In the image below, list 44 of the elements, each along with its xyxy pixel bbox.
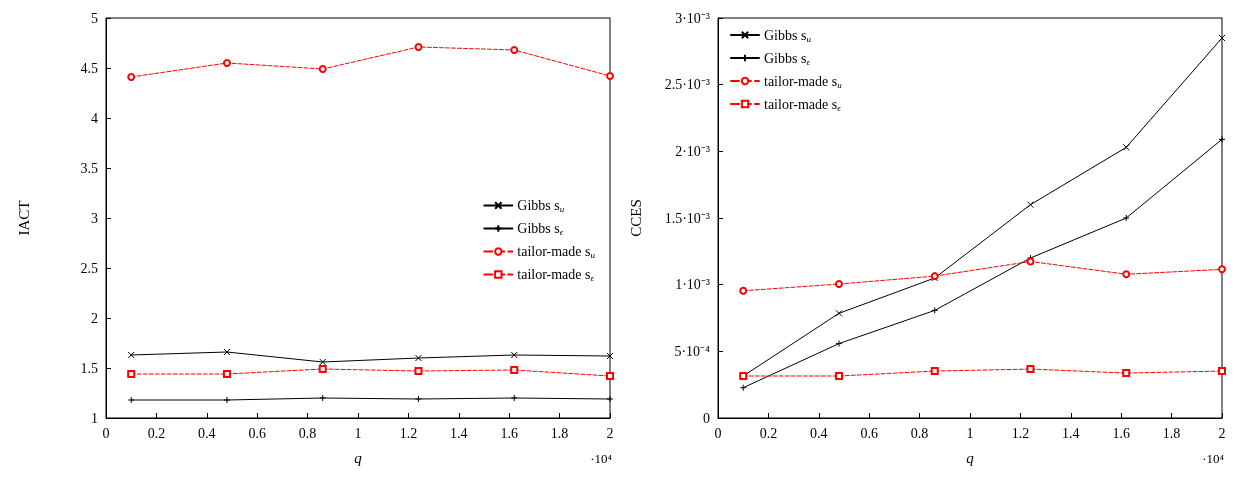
x-tick-label: 1 — [966, 425, 974, 441]
x-tick-label: 1.4 — [450, 425, 468, 441]
y-tick-label: 2.5·10⁻³ — [664, 77, 710, 93]
y-tick-label: 2 — [91, 310, 98, 326]
y-tick-label: 1.5 — [80, 360, 98, 376]
x-tick-label: 0 — [714, 425, 722, 441]
y-tick-label: 4 — [91, 110, 98, 126]
y-tick-label: 4.5 — [80, 60, 98, 76]
x-axis-title: q — [354, 449, 363, 466]
y-tick-label: 2.5 — [80, 260, 98, 276]
y-tick-label: 5·10⁻⁴ — [674, 343, 711, 359]
y-tick-label: 0 — [703, 410, 710, 426]
x-tick-label: 2 — [606, 425, 614, 441]
x-tick-label: 0 — [102, 425, 110, 441]
text: ·10⁴ — [590, 451, 613, 466]
x-tick-label: 0.8 — [298, 425, 317, 441]
x-tick-label: 0.4 — [198, 425, 216, 441]
y-tick-label: 1 — [91, 410, 98, 426]
x-axis-title: q — [966, 449, 975, 466]
y-tick-label: 3.5 — [80, 160, 98, 176]
x-tick-label: 1.6 — [1112, 425, 1130, 441]
y-tick-label: 1.5·10⁻³ — [664, 210, 710, 226]
x-tick-label: 0.4 — [810, 425, 828, 441]
x-tick-label: 0.2 — [759, 425, 778, 441]
text: ·10⁴ — [1202, 451, 1225, 466]
x-tick-label: 1.2 — [399, 425, 418, 441]
x-tick-label: 1 — [354, 425, 362, 441]
x-tick-label: 1.6 — [500, 425, 518, 441]
y-tick-label: 5 — [91, 10, 98, 26]
x-tick-label: 0.6 — [860, 425, 878, 441]
x-tick-label: 0.6 — [248, 425, 266, 441]
x-tick-label: 0.8 — [910, 425, 929, 441]
x-tick-label: 2 — [1218, 425, 1226, 441]
y-tick-label: 2·10⁻³ — [675, 143, 710, 159]
x-tick-label: 1.8 — [550, 425, 569, 441]
x-tick-label: 1.8 — [1162, 425, 1181, 441]
y-axis-title: CCES — [627, 199, 644, 237]
y-axis-title: IACT — [15, 200, 32, 236]
y-tick-label: 3 — [91, 210, 98, 226]
y-tick-label: 1·10⁻³ — [675, 277, 710, 293]
x-tick-label: 0.2 — [147, 425, 166, 441]
y-tick-label: 3·10⁻³ — [675, 10, 710, 26]
x-tick-label: 1.2 — [1011, 425, 1030, 441]
x-tick-label: 1.4 — [1062, 425, 1080, 441]
